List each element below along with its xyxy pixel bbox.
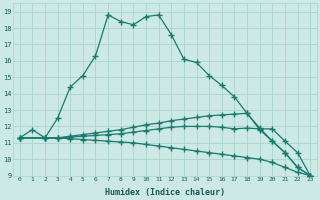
X-axis label: Humidex (Indice chaleur): Humidex (Indice chaleur) xyxy=(105,188,225,197)
